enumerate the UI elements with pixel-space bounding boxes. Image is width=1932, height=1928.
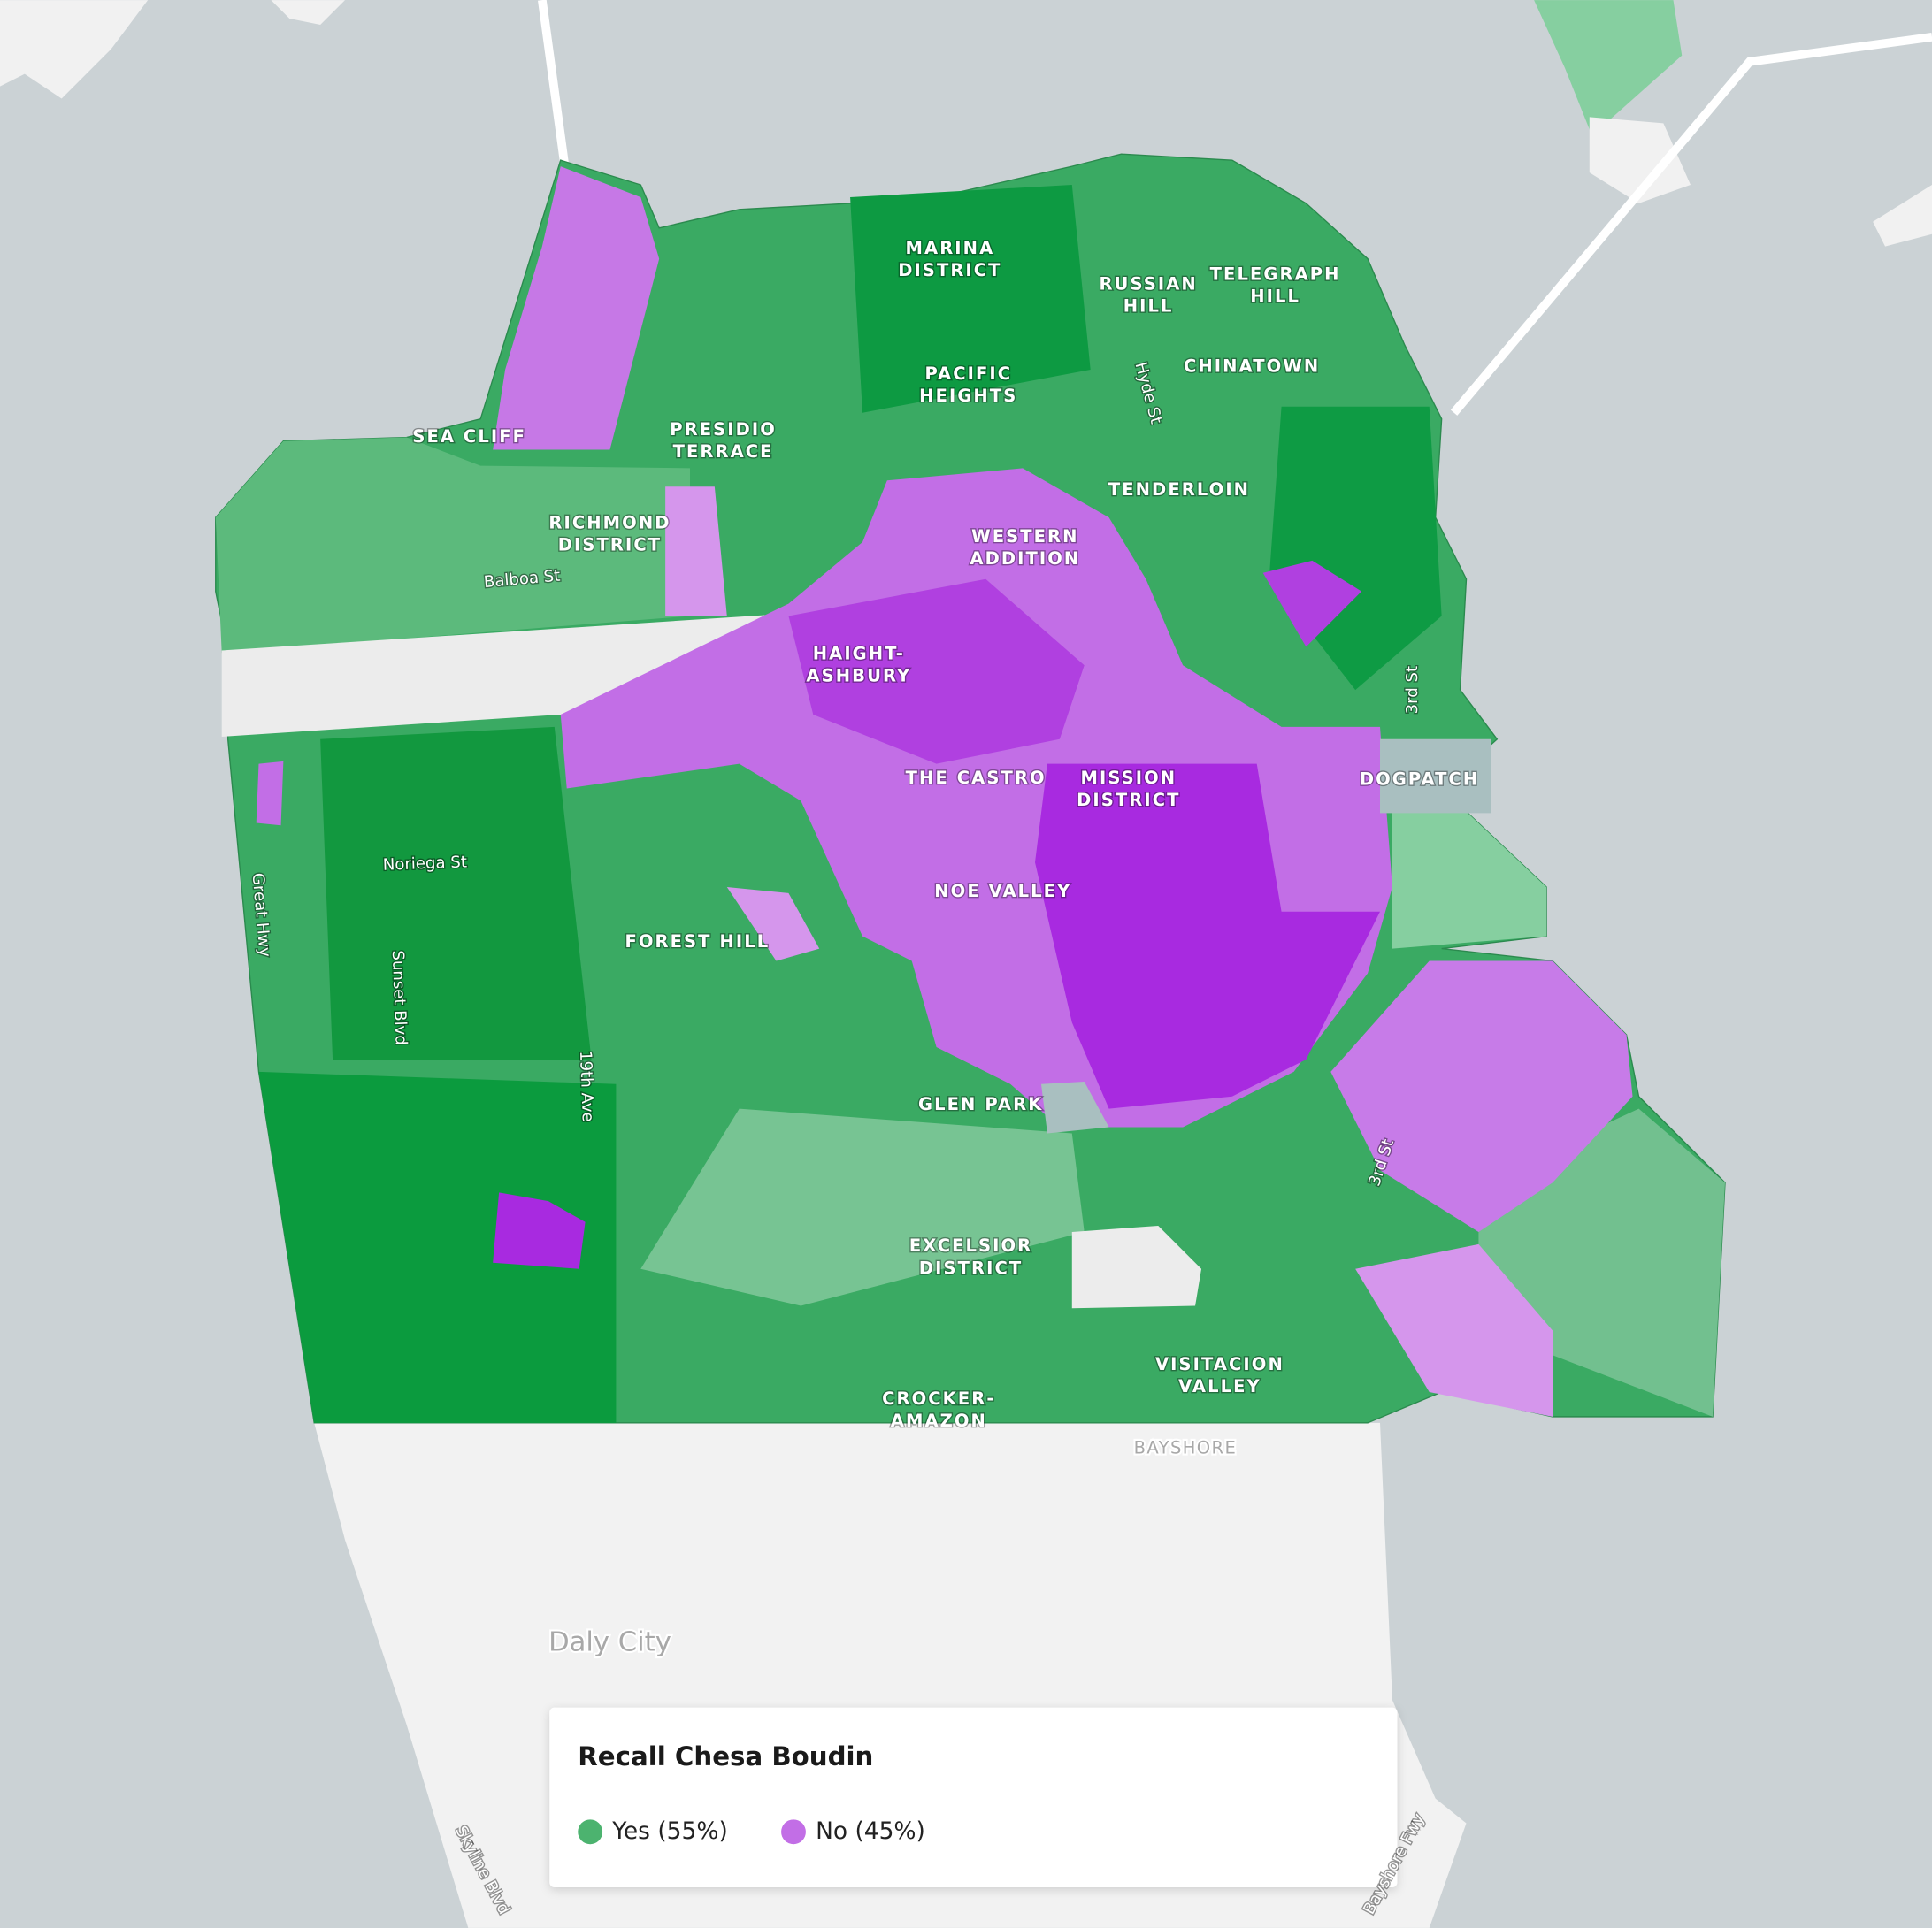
precinct-no [1035,763,1380,1109]
neighborhood-label-line: HEIGHTS [919,386,1017,406]
neighborhood-label-line: ADDITION [970,548,1080,569]
neighborhood-label: EXCELSIOR DISTRICT [909,1236,1032,1278]
neighborhood-label-line: VALLEY [1178,1376,1261,1396]
neighborhood-label-line: NOE VALLEY [934,881,1071,901]
neighborhood-label: DOGPATCH [1360,769,1480,789]
neighborhood-label: GLEN PARK [918,1094,1043,1114]
neighborhood-label-line: TERRACE [673,441,774,462]
neighborhood-label: PACIFIC HEIGHTS [919,363,1017,406]
neighborhood-label: WESTERN ADDITION [970,526,1080,569]
no-data [1380,738,1491,814]
neighborhood-label: MARINA DISTRICT [898,238,1001,280]
neighborhood-label-line: RUSSIAN [1099,273,1197,294]
precinct-yes [850,185,1091,413]
street-label: 3rd St [1403,666,1422,714]
park [221,613,795,738]
neighborhood-label-line: TELEGRAPH [1210,264,1341,284]
neighborhood-label: RICHMOND DISTRICT [548,513,671,555]
neighborhood-label-line: PACIFIC [924,363,1012,384]
precinct-no [493,166,660,450]
street-label: Noriega St [382,853,467,874]
precinct-no [1262,560,1362,647]
neighborhood-label-line: GLEN PARK [918,1094,1043,1114]
precinct-yes [1392,788,1547,949]
neighborhood-label: VISITACION VALLEY [1155,1354,1284,1396]
neighborhood-label-line: DISTRICT [898,260,1001,280]
precinct-yes [258,1071,617,1423]
neighborhood-label: CHINATOWN [1184,356,1320,377]
neighborhood-label: FOREST HILL [625,931,770,952]
neighborhood-label-line: DOGPATCH [1360,769,1480,789]
neighborhood-label-line: DISTRICT [558,535,662,555]
neighborhood-label-line: CHINATOWN [1184,356,1320,377]
neighborhood-label-line: VISITACION [1155,1354,1284,1374]
neighborhood-label-line: DISTRICT [919,1258,1023,1278]
neighborhood-label: TELEGRAPH HILL [1210,264,1341,306]
neighborhood-label: RUSSIAN HILL [1099,273,1197,316]
bridge [538,0,569,164]
neighborhood-label-line: MARINA [906,238,995,258]
neighborhood-label-line: RICHMOND [548,513,671,533]
neighborhood-label-line: HILL [1123,295,1174,316]
neighborhood-label-line: EXCELSIOR [909,1236,1032,1256]
no-data [1040,1082,1109,1134]
neighborhood-label-line: HILL [1250,286,1300,306]
street-label: 19th Ave [576,1051,597,1122]
precinct-yes [640,1108,1085,1306]
neighborhood-label: THE CASTRO [906,768,1046,788]
precinct-no [493,1192,586,1269]
neighborhood-label-line: THE CASTRO [906,768,1046,788]
neighborhood-label-line: ASHBURY [806,665,911,685]
precinct-no [1330,960,1633,1232]
precinct-no [256,761,284,826]
place-label: BAYSHORE [1134,1438,1238,1458]
neighborhood-label: NOE VALLEY [934,881,1071,901]
land [1873,185,1932,247]
neighborhood-label: PRESIDIO TERRACE [670,419,777,462]
neighborhood-label-line: AMAZON [891,1411,987,1431]
street-label: Sunset Blvd [388,950,410,1045]
precinct-no [665,486,727,616]
precinct-no [1355,1243,1552,1417]
neighborhood-label-line: HAIGHT- [813,643,905,663]
neighborhood-label: CROCKER-AMAZON [882,1389,995,1431]
legend-swatch [781,1819,806,1845]
neighborhood-label-line: MISSION [1081,768,1177,788]
legend-label: No (45%) [816,1817,925,1845]
neighborhood-label-line: CROCKER- [882,1389,995,1409]
neighborhood-label-line: TENDERLOIN [1108,479,1250,500]
park [1071,1225,1202,1309]
legend-title: Recall Chesa Boudin [578,1741,873,1771]
legend-box [549,1707,1398,1887]
precinct-no [788,578,1085,764]
legend-label: Yes (55%) [611,1817,728,1845]
neighborhood-label: MISSION DISTRICT [1077,768,1180,810]
neighborhood-label: TENDERLOIN [1108,479,1250,500]
neighborhood-label: HAIGHT-ASHBURY [806,643,911,685]
precinct-yes [215,437,690,654]
neighborhood-label-line: WESTERN [971,526,1078,547]
neighborhood-label: SEA CLIFF [412,426,526,447]
precinct-yes [320,726,592,1060]
neighborhood-label-line: DISTRICT [1077,790,1180,810]
neighborhood-label-line: FOREST HILL [625,931,770,952]
island [1534,0,1683,136]
neighborhood-label-line: PRESIDIO [670,419,777,440]
island [1589,117,1690,203]
neighborhood-label-line: SEA CLIFF [412,426,526,447]
land [0,0,345,99]
precinct-no [726,886,820,961]
legend-swatch [578,1819,603,1845]
bridge [1450,33,1932,416]
place-label: Daly City [548,1627,671,1658]
